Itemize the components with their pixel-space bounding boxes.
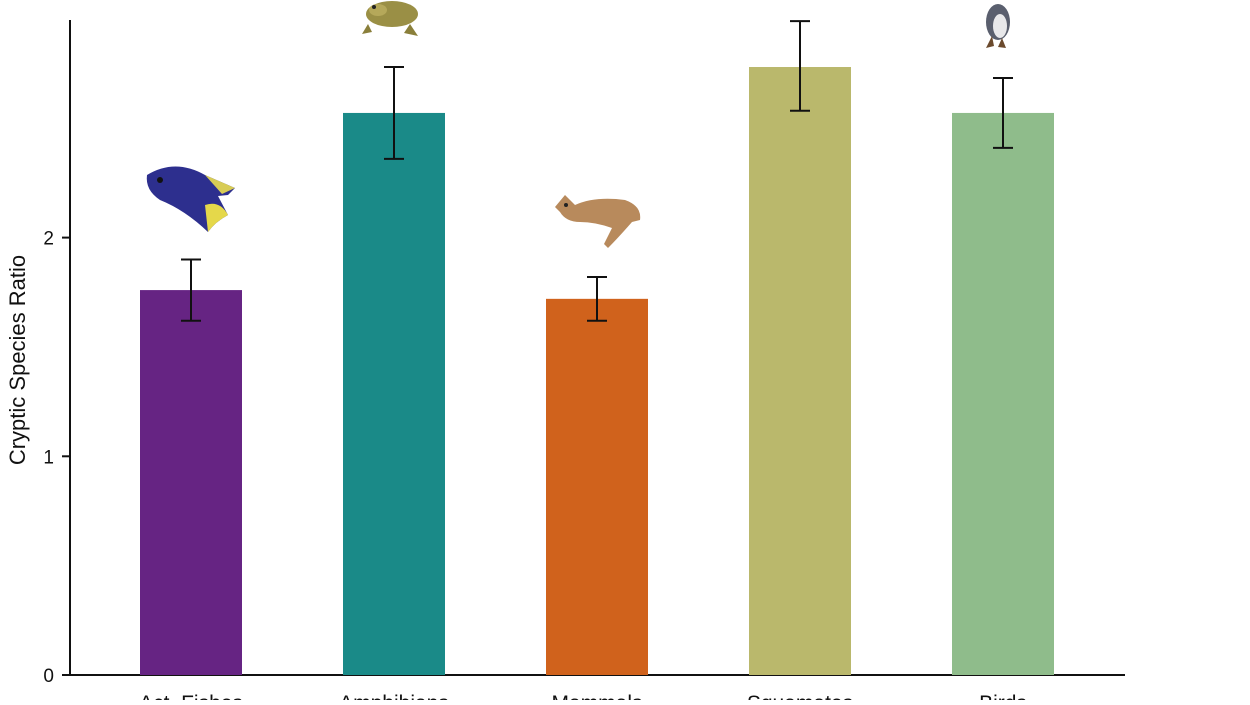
category-label: Mammals bbox=[551, 692, 642, 700]
category-label: Act. Fishes bbox=[139, 692, 243, 700]
fish-icon bbox=[146, 166, 235, 232]
category-labels: Act. Fishes Amphibians Mammals Squamates Bir… bbox=[139, 692, 1027, 705]
category-label: Squamates bbox=[747, 692, 853, 700]
lynx-icon bbox=[555, 195, 641, 248]
bar bbox=[952, 112, 1054, 676]
category-label: Birds bbox=[979, 692, 1027, 700]
bar bbox=[140, 290, 242, 675]
bars bbox=[140, 67, 1054, 676]
y-tick-label: 0 bbox=[43, 666, 54, 687]
frog-icon bbox=[362, 1, 418, 36]
y-axis-title: Cryptic Species Ratio bbox=[5, 255, 30, 465]
bird-icon bbox=[986, 4, 1010, 48]
error-bars bbox=[181, 20, 1013, 322]
animal-icons bbox=[146, 1, 1010, 248]
y-tick-label: 2 bbox=[43, 229, 54, 250]
category-label: Amphibians bbox=[339, 692, 449, 700]
bar bbox=[546, 298, 648, 675]
bar bbox=[343, 112, 445, 676]
bar bbox=[749, 67, 851, 676]
y-tick-label: 1 bbox=[43, 447, 54, 468]
